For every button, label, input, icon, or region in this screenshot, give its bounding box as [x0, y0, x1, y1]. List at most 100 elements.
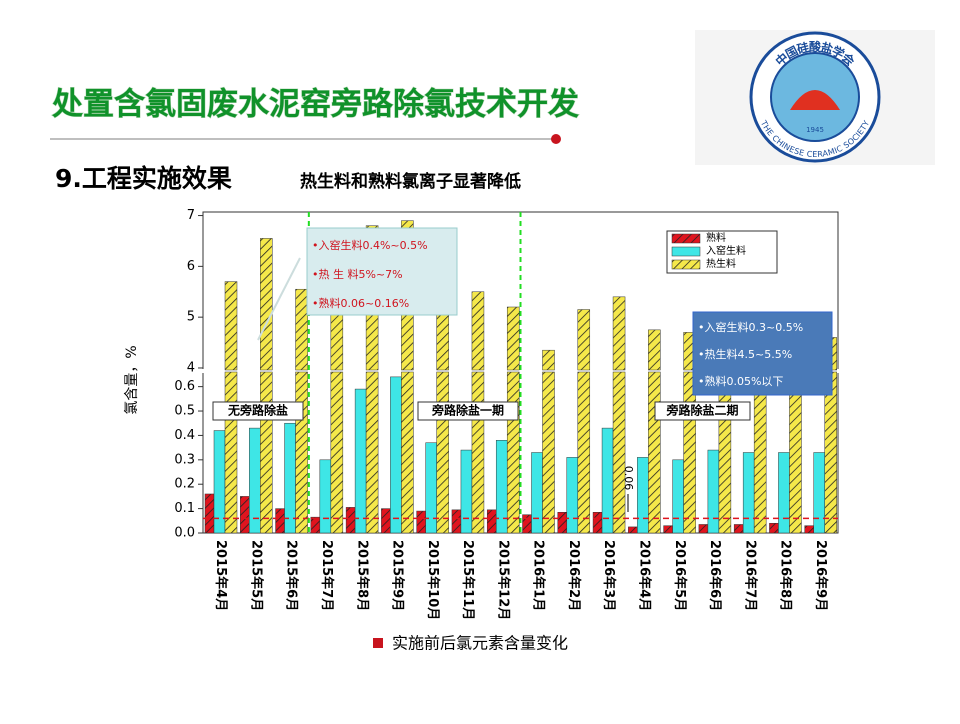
y-tick-label: 0.5 — [174, 404, 195, 419]
bar — [778, 452, 790, 534]
bar — [204, 493, 215, 534]
phase-label: 无旁路除盐 — [227, 403, 288, 418]
bar — [284, 422, 296, 534]
bar-upper — [612, 296, 626, 371]
x-tick-label: 2015年10月 — [425, 540, 441, 620]
note-before-line: •热 生 料5%~7% — [312, 267, 403, 281]
axis-break — [195, 369, 846, 373]
bar — [698, 524, 709, 534]
x-tick-label: 2016年6月 — [707, 540, 723, 611]
bar — [601, 427, 614, 534]
bar — [330, 371, 344, 534]
bar — [451, 509, 462, 534]
x-tick-label: 2016年1月 — [531, 540, 547, 611]
bar — [672, 459, 684, 534]
bar — [486, 509, 497, 534]
bar — [224, 371, 238, 534]
bar — [742, 452, 755, 534]
bar — [683, 371, 696, 534]
bar — [249, 427, 261, 534]
bar-upper — [224, 281, 238, 371]
y-tick-label: 0.6 — [174, 379, 195, 394]
bar — [663, 525, 673, 534]
bar — [718, 371, 732, 534]
bar-upper — [648, 329, 661, 371]
x-tick-label: 2016年4月 — [636, 540, 652, 611]
note-before-line: •熟料0.06~0.16% — [312, 296, 409, 310]
x-tick-label: 2016年2月 — [566, 540, 582, 611]
bar — [354, 388, 367, 534]
y-tick-label: 5 — [187, 310, 195, 325]
y-tick-label: 0.0 — [174, 526, 195, 541]
bar — [506, 371, 520, 534]
bar — [522, 514, 532, 534]
bar — [612, 371, 626, 534]
x-tick-label: 2015年4月 — [213, 540, 229, 611]
y-tick-label: 0.3 — [174, 452, 195, 467]
legend-swatch — [671, 246, 701, 257]
bar-upper — [542, 349, 555, 371]
y-tick-label: 0.1 — [174, 501, 195, 516]
bar — [471, 371, 485, 534]
bar — [648, 371, 661, 534]
y-tick-label: 7 — [187, 208, 195, 223]
bar — [381, 508, 391, 534]
bar — [240, 496, 250, 534]
x-tick-label: 2015年11月 — [460, 540, 476, 620]
bar — [813, 452, 825, 534]
bar — [557, 512, 568, 534]
section-subtitle: 热生料和熟料氯离子显著降低 — [300, 171, 521, 192]
note-after-box — [692, 311, 833, 396]
x-tick-label: 2016年8月 — [778, 540, 794, 611]
logo-year: 1945 — [806, 126, 824, 134]
x-tick-label: 2015年12月 — [495, 540, 511, 620]
y-tick-label: 0.2 — [174, 477, 195, 492]
legend-label: 热生料 — [706, 257, 736, 270]
legend-swatch — [671, 259, 701, 270]
bar — [789, 371, 802, 534]
bar-upper — [260, 238, 273, 371]
bar — [566, 457, 579, 534]
x-tick-label: 2015年8月 — [354, 540, 370, 611]
bar — [592, 512, 603, 534]
legend-label: 入窑生料 — [706, 244, 746, 257]
x-tick-label: 2015年9月 — [390, 540, 406, 611]
bar — [824, 371, 837, 534]
x-tick-label: 2015年7月 — [319, 540, 335, 611]
section-title: 9.工程实施效果 — [55, 164, 232, 193]
legend-label: 熟料 — [706, 231, 726, 244]
bar — [260, 371, 273, 534]
bar — [753, 371, 767, 534]
note-before-line: •入窑生料0.4%~0.5% — [312, 238, 428, 252]
bar — [390, 376, 402, 534]
bar — [733, 524, 744, 534]
y-tick-label: 0.4 — [174, 428, 195, 443]
x-tick-label: 2016年9月 — [813, 540, 829, 611]
note-before-box — [306, 227, 458, 316]
phase-label: 旁路除盐二期 — [665, 403, 738, 418]
x-tick-label: 2016年3月 — [601, 540, 617, 611]
bar-upper — [577, 309, 591, 371]
legend-swatch — [671, 233, 701, 244]
bar — [577, 371, 591, 534]
bar-upper — [295, 288, 308, 371]
bar — [460, 449, 473, 534]
bar — [310, 516, 321, 534]
bar — [531, 452, 543, 534]
reference-label: 0.06 — [622, 466, 635, 491]
bar — [425, 442, 437, 534]
slide-title: 处置含氯固废水泥窑旁路除氯技术开发 — [51, 87, 579, 123]
note-after-line: •熟料0.05%以下 — [698, 374, 783, 388]
caption: 实施前后氯元素含量变化 — [392, 634, 568, 653]
x-tick-label: 2016年5月 — [672, 540, 688, 611]
bar — [637, 457, 649, 534]
bar — [275, 508, 285, 534]
note-pointer — [257, 257, 301, 341]
bar — [769, 522, 779, 534]
bar-upper — [506, 306, 520, 371]
note-after-line: •入窑生料0.3~0.5% — [698, 320, 803, 334]
bar-upper — [330, 306, 344, 371]
bar-upper — [471, 291, 485, 371]
x-tick-label: 2016年7月 — [742, 540, 758, 611]
